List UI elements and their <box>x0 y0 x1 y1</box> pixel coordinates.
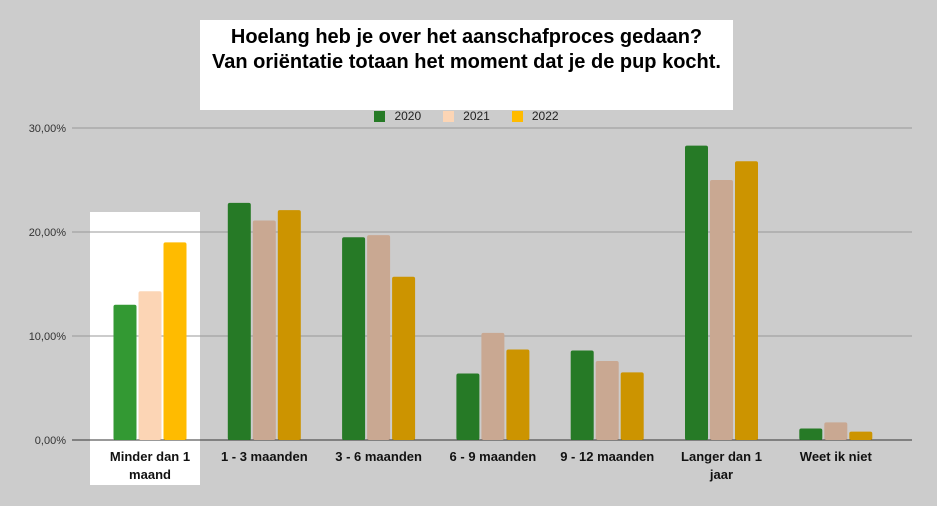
y-tick-label: 30,00% <box>29 123 67 135</box>
x-tick-label: Weet ik niet <box>800 449 873 464</box>
bar-2022 <box>849 431 873 440</box>
x-tick-label: 6 - 9 maanden <box>450 449 537 464</box>
bar-2020 <box>342 237 366 440</box>
bar-2021 <box>481 332 505 440</box>
chart-title: Hoelang heb je over het aanschafproces g… <box>230 26 703 48</box>
bar-2022 <box>506 349 530 440</box>
bar-2021 <box>138 291 162 440</box>
x-tick-label: 9 - 12 maanden <box>560 449 654 464</box>
legend-swatch <box>374 110 386 122</box>
y-tick-label: 10,00% <box>29 331 67 343</box>
bar-2020 <box>570 350 594 440</box>
legend-swatch <box>443 110 455 122</box>
x-tick-label: 3 - 6 maanden <box>335 449 422 464</box>
legend-label: 2021 <box>463 109 490 123</box>
bar-2022 <box>392 276 416 440</box>
y-tick-label: 20,00% <box>29 227 67 239</box>
legend-item-2020: 2020 <box>374 109 421 123</box>
x-tick-label: maand <box>129 467 171 482</box>
bar-2020 <box>799 428 823 440</box>
legend-label: 2020 <box>394 109 422 123</box>
bar-2021 <box>595 360 619 440</box>
bar-2022 <box>620 372 644 440</box>
bar-2020 <box>227 202 251 440</box>
chart-subtitle: Van oriëntatie totaan het moment dat je … <box>212 51 721 73</box>
legend-item-2021: 2021 <box>443 109 490 123</box>
x-tick-label: jaar <box>709 467 733 482</box>
x-tick-label: 1 - 3 maanden <box>221 449 308 464</box>
bar-2020 <box>113 304 137 440</box>
x-tick-label: Minder dan 1 <box>110 449 190 464</box>
y-tick-label: 0,00% <box>35 435 66 447</box>
title-box: Hoelang heb je over het aanschafproces g… <box>200 20 733 123</box>
legend-swatch <box>511 110 523 122</box>
bar-2022 <box>277 210 301 440</box>
bar-2020 <box>456 373 480 440</box>
legend-label: 2022 <box>531 109 559 123</box>
bar-2021 <box>710 180 733 440</box>
bar-2021 <box>824 422 848 440</box>
x-tick-label: Langer dan 1 <box>681 449 762 464</box>
legend: 2020 2021 2022 <box>200 109 733 123</box>
bar-2022 <box>735 161 758 440</box>
bar-2022 <box>163 242 187 440</box>
legend-item-2022: 2022 <box>511 109 559 123</box>
bar-2020 <box>685 145 708 440</box>
bar-2021 <box>367 235 391 440</box>
bar-2021 <box>252 220 276 440</box>
